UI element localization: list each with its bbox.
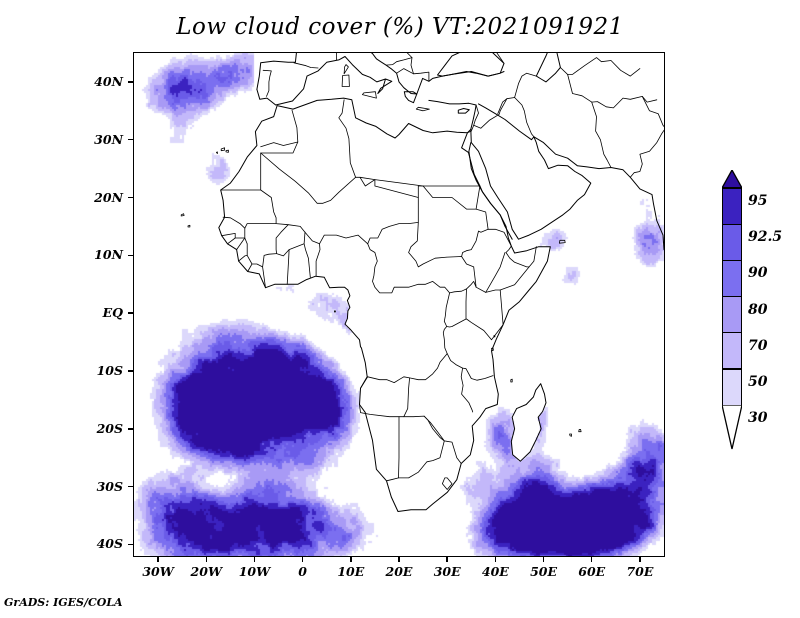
colorbar-separator: [722, 187, 742, 189]
colorbar-tick-label: 90: [748, 265, 768, 282]
x-axis-label: 50E: [530, 564, 557, 579]
y-axis-label: 40N: [94, 73, 123, 89]
x-axis-label: 0: [298, 564, 307, 579]
colorbar-tick-label: 50: [748, 374, 768, 390]
y-axis-label: 10S: [96, 362, 123, 378]
x-axis-label: 30E: [433, 564, 461, 579]
coastlines-and-borders: [180, 53, 664, 512]
x-axis-tick: [446, 556, 448, 562]
y-axis-tick: [128, 81, 134, 83]
x-axis-tick: [542, 556, 545, 562]
x-axis-tick: [494, 556, 497, 562]
y-axis-label: 40S: [96, 536, 123, 552]
colorbar-separator: [722, 332, 742, 334]
x-axis-tick: [350, 556, 352, 562]
colorbar[interactable]: 95 92.5 90 80 70 50 30: [722, 170, 782, 455]
colorbar-band: [722, 260, 742, 297]
x-axis-label: 30W: [142, 564, 174, 579]
x-axis-tick: [301, 556, 304, 562]
colorbar-tick-label: 70: [748, 337, 768, 354]
y-axis-tick: [128, 254, 134, 257]
y-axis-label: EQ: [102, 305, 123, 321]
y-axis-label: 10N: [94, 247, 123, 263]
x-axis-label: 70E: [626, 564, 654, 579]
colorbar-separator: [722, 295, 742, 298]
colorbar-separator: [722, 368, 742, 370]
colorbar-band: [722, 332, 742, 369]
y-axis-tick: [128, 196, 134, 199]
colorbar-bottom-arrow: [722, 405, 742, 450]
footer-credit: GrADS: IGES/COLA: [4, 596, 123, 609]
y-axis-label: 20S: [96, 420, 123, 436]
colorbar-tick-label: 30: [748, 410, 768, 427]
y-axis-tick: [128, 312, 134, 314]
y-axis-label: 30N: [94, 131, 123, 147]
colorbar-band: [722, 296, 742, 333]
colorbar-band: [722, 224, 742, 261]
x-axis-label: 20W: [190, 564, 222, 579]
y-axis-tick: [128, 138, 134, 141]
colorbar-tick-label: 92.5: [748, 229, 783, 246]
x-axis-tick: [639, 556, 641, 562]
colorbar-top-arrow: [722, 170, 742, 189]
x-axis-label: 60E: [578, 564, 606, 579]
x-axis-tick: [205, 556, 208, 562]
y-axis-tick: [128, 543, 134, 546]
y-axis-tick: [128, 370, 134, 372]
y-axis-label: 20N: [94, 189, 123, 205]
y-axis-tick: [128, 428, 134, 430]
x-axis-tick: [590, 556, 593, 562]
x-axis-tick: [253, 556, 256, 562]
y-axis-tick: [128, 485, 134, 488]
colorbar-band: [722, 188, 742, 225]
x-axis-label: 40E: [481, 564, 509, 579]
x-axis-tick: [157, 556, 159, 562]
x-axis-label: 20E: [385, 564, 413, 579]
colorbar-separator: [722, 223, 742, 225]
page-title: Low cloud cover (%) VT:2021091921: [176, 14, 624, 40]
colorbar-tick-label: 95: [748, 193, 768, 209]
map-plot-area[interactable]: [133, 52, 665, 557]
colorbar-tick-label: 80: [748, 301, 768, 318]
colorbar-separator: [722, 259, 742, 262]
colorbar-band: [722, 369, 742, 406]
x-axis-label: 10E: [337, 564, 365, 579]
y-axis-label: 30S: [96, 478, 123, 494]
x-axis-label: 10W: [238, 564, 271, 579]
x-axis-tick: [398, 556, 400, 562]
